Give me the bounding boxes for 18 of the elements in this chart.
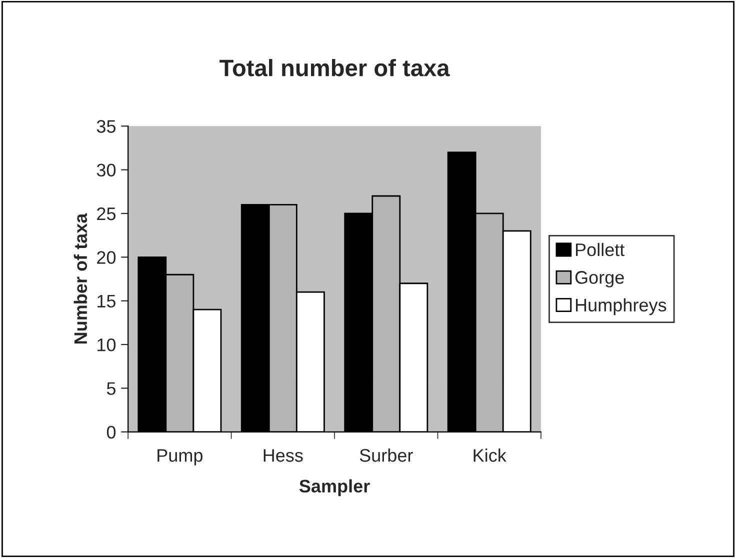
x-tick-label: Kick	[474, 448, 506, 462]
legend-label: Humphreys	[576, 298, 666, 316]
x-tick-label: Surber	[360, 448, 413, 462]
y-tick-label: 5	[106, 382, 116, 395]
y-tick-label: 10	[98, 338, 116, 352]
y-axis-title: Number of taxa	[74, 213, 88, 344]
y-tick-label: 15	[98, 294, 116, 308]
x-tick-label: Hess	[264, 449, 303, 462]
x-axis-title: Sampler	[299, 479, 370, 496]
y-tick-label: 20	[97, 251, 116, 264]
y-tick-label: 30	[96, 164, 116, 177]
legend-label: Gorge	[575, 271, 624, 288]
x-tick-label: Pump	[158, 449, 203, 466]
legend-label: Pollett	[576, 242, 625, 256]
chart-title: Total number of taxa	[220, 58, 450, 76]
y-tick-label: 25	[97, 207, 116, 220]
y-tick-label: 0	[106, 426, 116, 439]
y-tick-label: 35	[96, 120, 116, 133]
